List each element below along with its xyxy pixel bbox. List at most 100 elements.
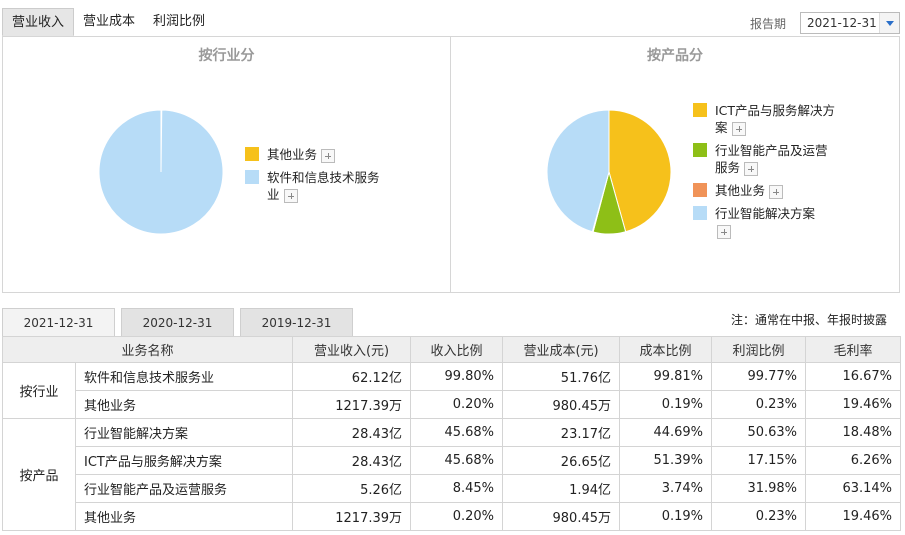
cell-gross-margin: 18.48% [806, 419, 901, 447]
cell-profit-ratio: 0.23% [712, 503, 806, 531]
tab-revenue[interactable]: 营业收入 [2, 8, 74, 36]
cell-gross-margin: 63.14% [806, 475, 901, 503]
cell-revenue: 1217.39万 [293, 391, 411, 419]
cell-revenue-ratio: 0.20% [411, 391, 503, 419]
pie-slice [99, 110, 223, 234]
industry-legend: 其他业务 软件和信息技术服务业 [245, 146, 390, 209]
legend-item-other: 其他业务 [693, 182, 838, 199]
legend-item-software: 软件和信息技术服务业 [245, 169, 390, 203]
cell-name: 其他业务 [76, 391, 293, 419]
legend-swatch [693, 183, 707, 197]
cell-cost: 51.76亿 [503, 363, 620, 391]
col-header-cost: 营业成本(元) [503, 337, 620, 363]
tab-2021[interactable]: 2021-12-31 [2, 308, 115, 337]
industry-pie-chart [97, 108, 225, 236]
legend-label: 其他业务 [267, 147, 317, 162]
legend-item-other: 其他业务 [245, 146, 390, 163]
legend-swatch [693, 206, 707, 220]
product-chart-panel: 按产品分 ICT产品与服务解决方案 行业智能产品及运营服务 其他业务 行业智能解… [451, 36, 900, 293]
tab-profit-ratio[interactable]: 利润比例 [144, 8, 214, 36]
cell-profit-ratio: 17.15% [712, 447, 806, 475]
col-header-revenue: 营业收入(元) [293, 337, 411, 363]
cell-revenue: 62.12亿 [293, 363, 411, 391]
table-row: 行业智能产品及运营服务 5.26亿 8.45% 1.94亿 3.74% 31.9… [3, 475, 901, 503]
cell-profit-ratio: 0.23% [712, 391, 806, 419]
cell-cost-ratio: 44.69% [620, 419, 712, 447]
legend-swatch [245, 170, 259, 184]
period-select-value: 2021-12-31 [807, 16, 877, 30]
period-select[interactable]: 2021-12-31 [800, 12, 900, 34]
tab-2020[interactable]: 2020-12-31 [121, 308, 234, 336]
col-header-business-name: 业务名称 [3, 337, 293, 363]
legend-item-intelligent-solutions: 行业智能解决方案 [693, 205, 838, 239]
table-row: 按产品 行业智能解决方案 28.43亿 45.68% 23.17亿 44.69%… [3, 419, 901, 447]
period-label: 报告期 [750, 15, 786, 32]
cell-cost-ratio: 0.19% [620, 391, 712, 419]
cell-revenue: 28.43亿 [293, 447, 411, 475]
cell-revenue-ratio: 99.80% [411, 363, 503, 391]
cell-gross-margin: 6.26% [806, 447, 901, 475]
cell-cost-ratio: 3.74% [620, 475, 712, 503]
col-header-revenue-ratio: 收入比例 [411, 337, 503, 363]
tab-cost[interactable]: 营业成本 [74, 8, 144, 36]
cell-cost: 26.65亿 [503, 447, 620, 475]
cell-gross-margin: 19.46% [806, 391, 901, 419]
cell-revenue: 28.43亿 [293, 419, 411, 447]
cell-cost-ratio: 51.39% [620, 447, 712, 475]
cell-name: ICT产品与服务解决方案 [76, 447, 293, 475]
industry-chart-panel: 按行业分 其他业务 软件和信息技术服务业 [2, 36, 451, 293]
cell-name: 软件和信息技术服务业 [76, 363, 293, 391]
cell-cost: 980.45万 [503, 391, 620, 419]
cell-cost: 1.94亿 [503, 475, 620, 503]
cell-revenue-ratio: 45.68% [411, 447, 503, 475]
industry-chart-title: 按行业分 [3, 45, 450, 65]
col-header-cost-ratio: 成本比例 [620, 337, 712, 363]
cell-revenue-ratio: 0.20% [411, 503, 503, 531]
cell-profit-ratio: 99.77% [712, 363, 806, 391]
tab-2019[interactable]: 2019-12-31 [240, 308, 353, 336]
group-label-product: 按产品 [3, 419, 76, 531]
group-label-industry: 按行业 [3, 363, 76, 419]
legend-item-ict: ICT产品与服务解决方案 [693, 102, 838, 136]
chevron-down-icon[interactable] [879, 13, 899, 33]
business-breakdown-table: 业务名称 营业收入(元) 收入比例 营业成本(元) 成本比例 利润比例 毛利率 … [2, 336, 901, 531]
expand-plus-icon[interactable] [321, 149, 335, 163]
table-row: 其他业务 1217.39万 0.20% 980.45万 0.19% 0.23% … [3, 391, 901, 419]
expand-plus-icon[interactable] [284, 189, 298, 203]
cell-profit-ratio: 31.98% [712, 475, 806, 503]
cell-profit-ratio: 50.63% [712, 419, 806, 447]
expand-plus-icon[interactable] [732, 122, 746, 136]
col-header-profit-ratio: 利润比例 [712, 337, 806, 363]
expand-plus-icon[interactable] [717, 225, 731, 239]
legend-label: 行业智能产品及运营服务 [715, 143, 828, 175]
cell-revenue-ratio: 8.45% [411, 475, 503, 503]
cell-cost-ratio: 0.19% [620, 503, 712, 531]
legend-swatch [245, 147, 259, 161]
product-pie-chart [545, 108, 673, 236]
cell-cost: 23.17亿 [503, 419, 620, 447]
cell-revenue: 5.26亿 [293, 475, 411, 503]
cell-cost-ratio: 99.81% [620, 363, 712, 391]
cell-gross-margin: 19.46% [806, 503, 901, 531]
disclosure-note: 注：通常在中报、年报时披露 [731, 311, 887, 328]
table-row: 其他业务 1217.39万 0.20% 980.45万 0.19% 0.23% … [3, 503, 901, 531]
expand-plus-icon[interactable] [744, 162, 758, 176]
cell-gross-margin: 16.67% [806, 363, 901, 391]
top-tab-bar: 营业收入 营业成本 利润比例 [2, 8, 214, 36]
table-row: ICT产品与服务解决方案 28.43亿 45.68% 26.65亿 51.39%… [3, 447, 901, 475]
table-row: 按行业 软件和信息技术服务业 62.12亿 99.80% 51.76亿 99.8… [3, 363, 901, 391]
product-chart-title: 按产品分 [451, 45, 899, 65]
legend-item-intelligent-products: 行业智能产品及运营服务 [693, 142, 838, 176]
col-header-gross-margin: 毛利率 [806, 337, 901, 363]
cell-name: 行业智能产品及运营服务 [76, 475, 293, 503]
legend-swatch [693, 143, 707, 157]
cell-revenue-ratio: 45.68% [411, 419, 503, 447]
legend-label: 行业智能解决方案 [715, 206, 815, 221]
cell-name: 其他业务 [76, 503, 293, 531]
legend-label: 其他业务 [715, 183, 765, 198]
table-header-row: 业务名称 营业收入(元) 收入比例 营业成本(元) 成本比例 利润比例 毛利率 [3, 337, 901, 363]
cell-name: 行业智能解决方案 [76, 419, 293, 447]
legend-swatch [693, 103, 707, 117]
cell-cost: 980.45万 [503, 503, 620, 531]
expand-plus-icon[interactable] [769, 185, 783, 199]
